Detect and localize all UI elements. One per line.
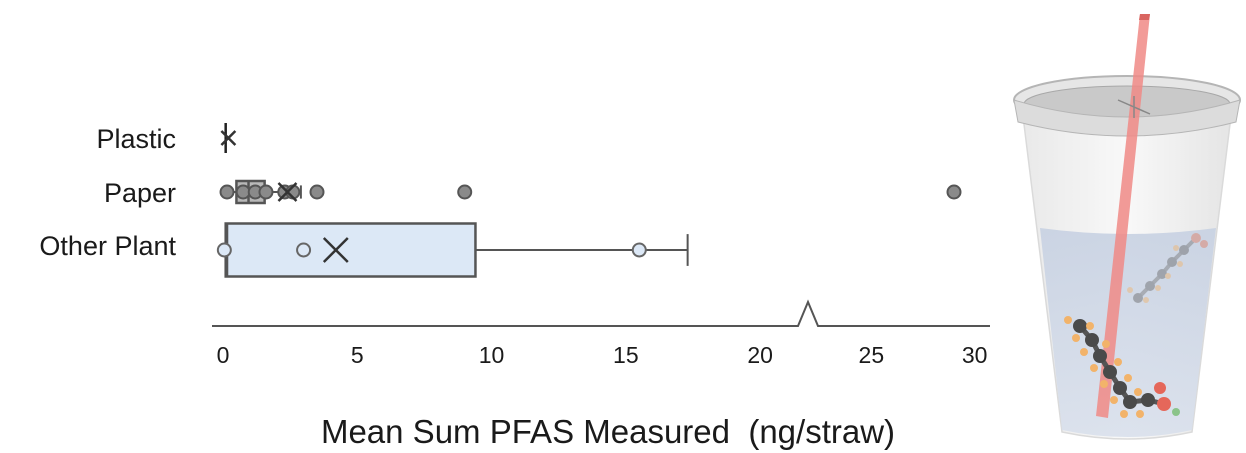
plot-area <box>216 123 962 278</box>
data-point <box>216 242 232 258</box>
cup-with-straw-and-pfas-molecule-icon <box>1013 14 1241 440</box>
x-tick-label: 15 <box>613 342 639 368</box>
data-point <box>946 184 962 200</box>
data-point <box>631 242 647 258</box>
series-paper <box>219 179 962 205</box>
data-point <box>309 184 325 200</box>
x-tick-label: 5 <box>351 342 364 368</box>
x-tick-label: 25 <box>859 342 885 368</box>
mean-marker-paper <box>277 182 298 202</box>
category-label-other-plant: Other Plant <box>39 231 176 261</box>
data-point <box>258 184 274 200</box>
x-axis-title: Mean Sum PFAS Measured (ng/straw) <box>321 413 895 450</box>
box-other-plant <box>224 222 477 278</box>
x-axis: 0 5 10 15 20 25 30 <box>212 299 990 368</box>
data-point <box>235 184 251 200</box>
x-tick-label: 30 <box>962 342 988 368</box>
data-point <box>457 184 473 200</box>
series-plastic <box>220 123 237 153</box>
x-tick-label: 0 <box>217 342 230 368</box>
category-label-plastic: Plastic <box>96 124 176 154</box>
mean-marker-other-plant <box>322 237 349 263</box>
x-tick-label: 10 <box>479 342 505 368</box>
category-labels: Plastic Paper Other Plant <box>39 124 176 261</box>
data-point <box>296 242 312 258</box>
mean-marker-plastic <box>220 130 237 146</box>
series-other-plant <box>216 222 689 278</box>
data-point <box>219 184 235 200</box>
category-label-paper: Paper <box>104 178 176 208</box>
axis-line <box>212 299 990 327</box>
x-tick-label: 20 <box>747 342 773 368</box>
